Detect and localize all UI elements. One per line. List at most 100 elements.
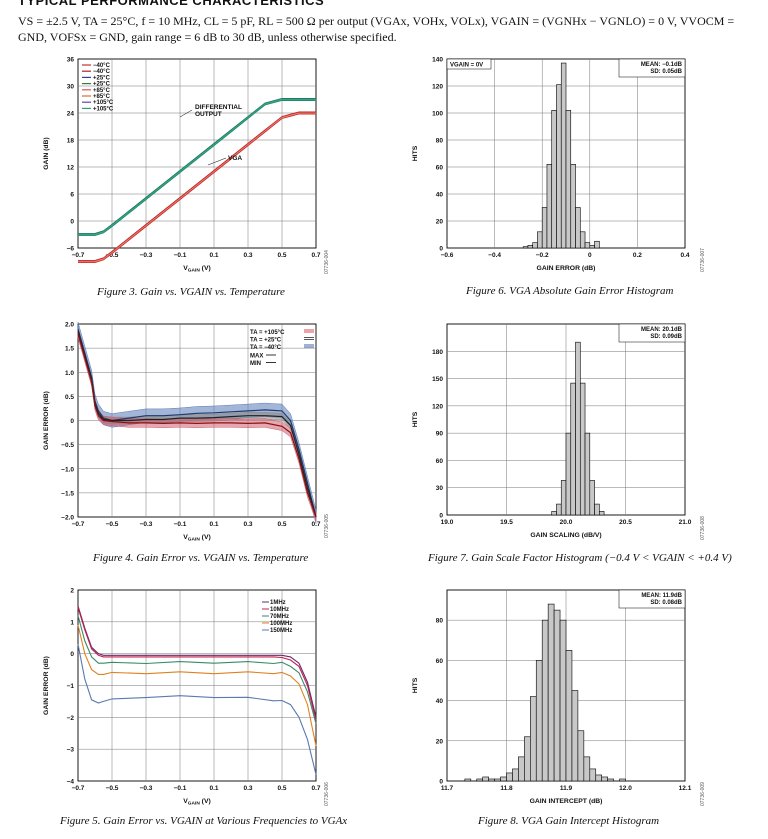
fig3-ytick-label: 12: [67, 165, 75, 172]
fig4-series-line: [77, 328, 317, 518]
fig4-xtick-label: 0.7: [311, 521, 320, 528]
fig5-series-4: [77, 643, 317, 775]
fig6-inset-box: [446, 58, 492, 70]
fig8-xtick-label: 12.1: [679, 785, 692, 792]
fig3-annot-diff2: OUTPUT: [195, 111, 222, 118]
fig6-xtick-label: 0: [588, 252, 592, 259]
fig3-ytick-label: −6: [67, 246, 75, 253]
fig7-ytick-label: 60: [436, 458, 444, 465]
page-header: TYPICAL PERFORMANCE CHARACTERISTICS VS =…: [18, 0, 758, 45]
fig4-legend-label: TA = +105°C: [250, 330, 285, 336]
fig6-xtick-label: −0.2: [536, 252, 549, 259]
fig7-bar: [589, 480, 595, 516]
fig8-ylabel: HITS: [412, 677, 419, 693]
fig3-ylabel: GAIN (dB): [43, 137, 50, 169]
fig7-xtick-label: 20.5: [619, 519, 632, 526]
fig8-xtick-label: 11.8: [500, 785, 513, 792]
fig6-bar: [560, 62, 567, 249]
fig7-bar: [556, 503, 562, 516]
fig8-bar: [559, 619, 567, 782]
fig5-ytick-label: −3: [67, 747, 75, 754]
fig8-xlabel: GAIN INTERCEPT (dB): [530, 798, 603, 805]
fig6-xtick-label: 0.2: [633, 252, 642, 259]
fig6-inset: VGAIN = 0V: [450, 63, 483, 69]
section-title: TYPICAL PERFORMANCE CHARACTERISTICS: [18, 0, 758, 6]
fig3-annot-pointer: [207, 157, 227, 166]
fig8-bar: [595, 774, 602, 782]
fig8-bar: [565, 650, 573, 782]
fig5-id: 07736-006: [324, 782, 330, 806]
fig6-bar: [570, 164, 576, 249]
fig4-legend-label: MAX: [250, 354, 263, 360]
fig3-series-differential: [78, 98, 316, 235]
fig3-legend-label: +25°C: [93, 82, 111, 88]
fig3-series-vga: [78, 112, 316, 262]
fig3-xtick-label: −0.1: [174, 252, 187, 259]
fig7-ytick-label: 120: [432, 403, 443, 410]
fig3-ytick-label: 18: [67, 138, 75, 145]
fig8-bar: [601, 776, 608, 782]
fig3-plot-frame: [77, 58, 317, 249]
fig3-series-vga: [78, 112, 316, 263]
fig5-ytick-label: −2: [67, 715, 75, 722]
fig5-ytick-label: −1: [67, 683, 75, 690]
fig6-ytick-label: 100: [432, 111, 443, 118]
fig5-legend-label: 100MHz: [270, 621, 292, 627]
fig6-caption: Figure 6. VGA Absolute Gain Error Histog…: [466, 285, 674, 297]
fig8-stats-sd: SD: 0.08dB: [650, 600, 682, 606]
fig7-ytick-label: 180: [432, 349, 443, 356]
fig8-stats-mean: MEAN: 11.9dB: [641, 593, 682, 599]
fig4-series-line: [77, 331, 317, 518]
fig5-xtick-label: 0.1: [209, 785, 218, 792]
fig3-xtick-label: 0.7: [311, 252, 320, 259]
fig4-legend-label: TA = −40°C: [250, 345, 282, 351]
fig3-legend-label: +85°C: [93, 88, 111, 94]
fig8-bar: [512, 768, 519, 782]
fig7-bar: [599, 511, 605, 516]
fig5-legend-label: 10MHz: [270, 607, 289, 613]
fig3-ytick-label: 0: [70, 219, 74, 226]
fig4-legend-label: MIN: [250, 361, 261, 367]
fig5-xtick-label: −0.1: [174, 785, 187, 792]
fig5-series-3: [77, 624, 317, 747]
fig5-ytick-label: 1: [70, 619, 74, 626]
fig3-series-differential: [78, 99, 316, 236]
fig7-ytick-label: 150: [432, 376, 443, 383]
fig3-legend-label: +85°C: [93, 94, 111, 100]
fig8-xtick-label: 12.0: [619, 785, 632, 792]
fig8-caption: Figure 8. VGA Gain Intercept Histogram: [478, 815, 660, 827]
fig3-xtick-label: −0.3: [140, 252, 153, 259]
fig5-ytick-label: 0: [70, 651, 74, 658]
fig6-bar: [589, 245, 595, 249]
fig5-ytick-label: 2: [70, 588, 74, 595]
fig7-xtick-label: 19.0: [441, 519, 454, 526]
fig7-bar: [579, 382, 586, 516]
fig4-ylabel: GAIN ERROR (dB): [43, 391, 50, 450]
fig8-ytick-label: 80: [436, 618, 444, 625]
fig5-legend-label: 1MHz: [270, 600, 286, 606]
fig8-bar: [541, 619, 549, 782]
fig6-bar: [541, 207, 548, 249]
fig3-legend-label: +25°C: [93, 75, 111, 81]
fig6-ytick-label: 80: [436, 138, 444, 145]
fig8-xtick-label: 11.9: [560, 785, 573, 792]
fig4-xtick-label: −0.7: [72, 521, 85, 528]
fig6-bar: [532, 242, 538, 249]
fig7-bar: [594, 503, 600, 516]
fig3-xtick-label: 0.3: [243, 252, 252, 259]
fig4-xtick-label: 0.1: [209, 521, 218, 528]
fig4-ytick-label: −2.0: [61, 515, 74, 522]
fig6-stats-mean: MEAN: −0.1dB: [641, 62, 683, 68]
fig7-caption: Figure 7. Gain Scale Factor Histogram (−…: [428, 552, 732, 564]
fig8-bar: [547, 603, 555, 782]
fig3-ytick-label: 24: [67, 111, 75, 118]
fig7-xtick-label: 21.0: [679, 519, 692, 526]
fig3-ytick-label: 30: [67, 84, 75, 91]
fig7-bar: [575, 341, 581, 516]
fig5-ylabel: GAIN ERROR (dB): [43, 656, 50, 715]
fig4-ytick-label: 2.0: [65, 322, 74, 329]
fig3-xtick-label: −0.7: [72, 252, 85, 259]
fig8-bar: [571, 690, 579, 782]
fig6-bar: [575, 207, 581, 249]
